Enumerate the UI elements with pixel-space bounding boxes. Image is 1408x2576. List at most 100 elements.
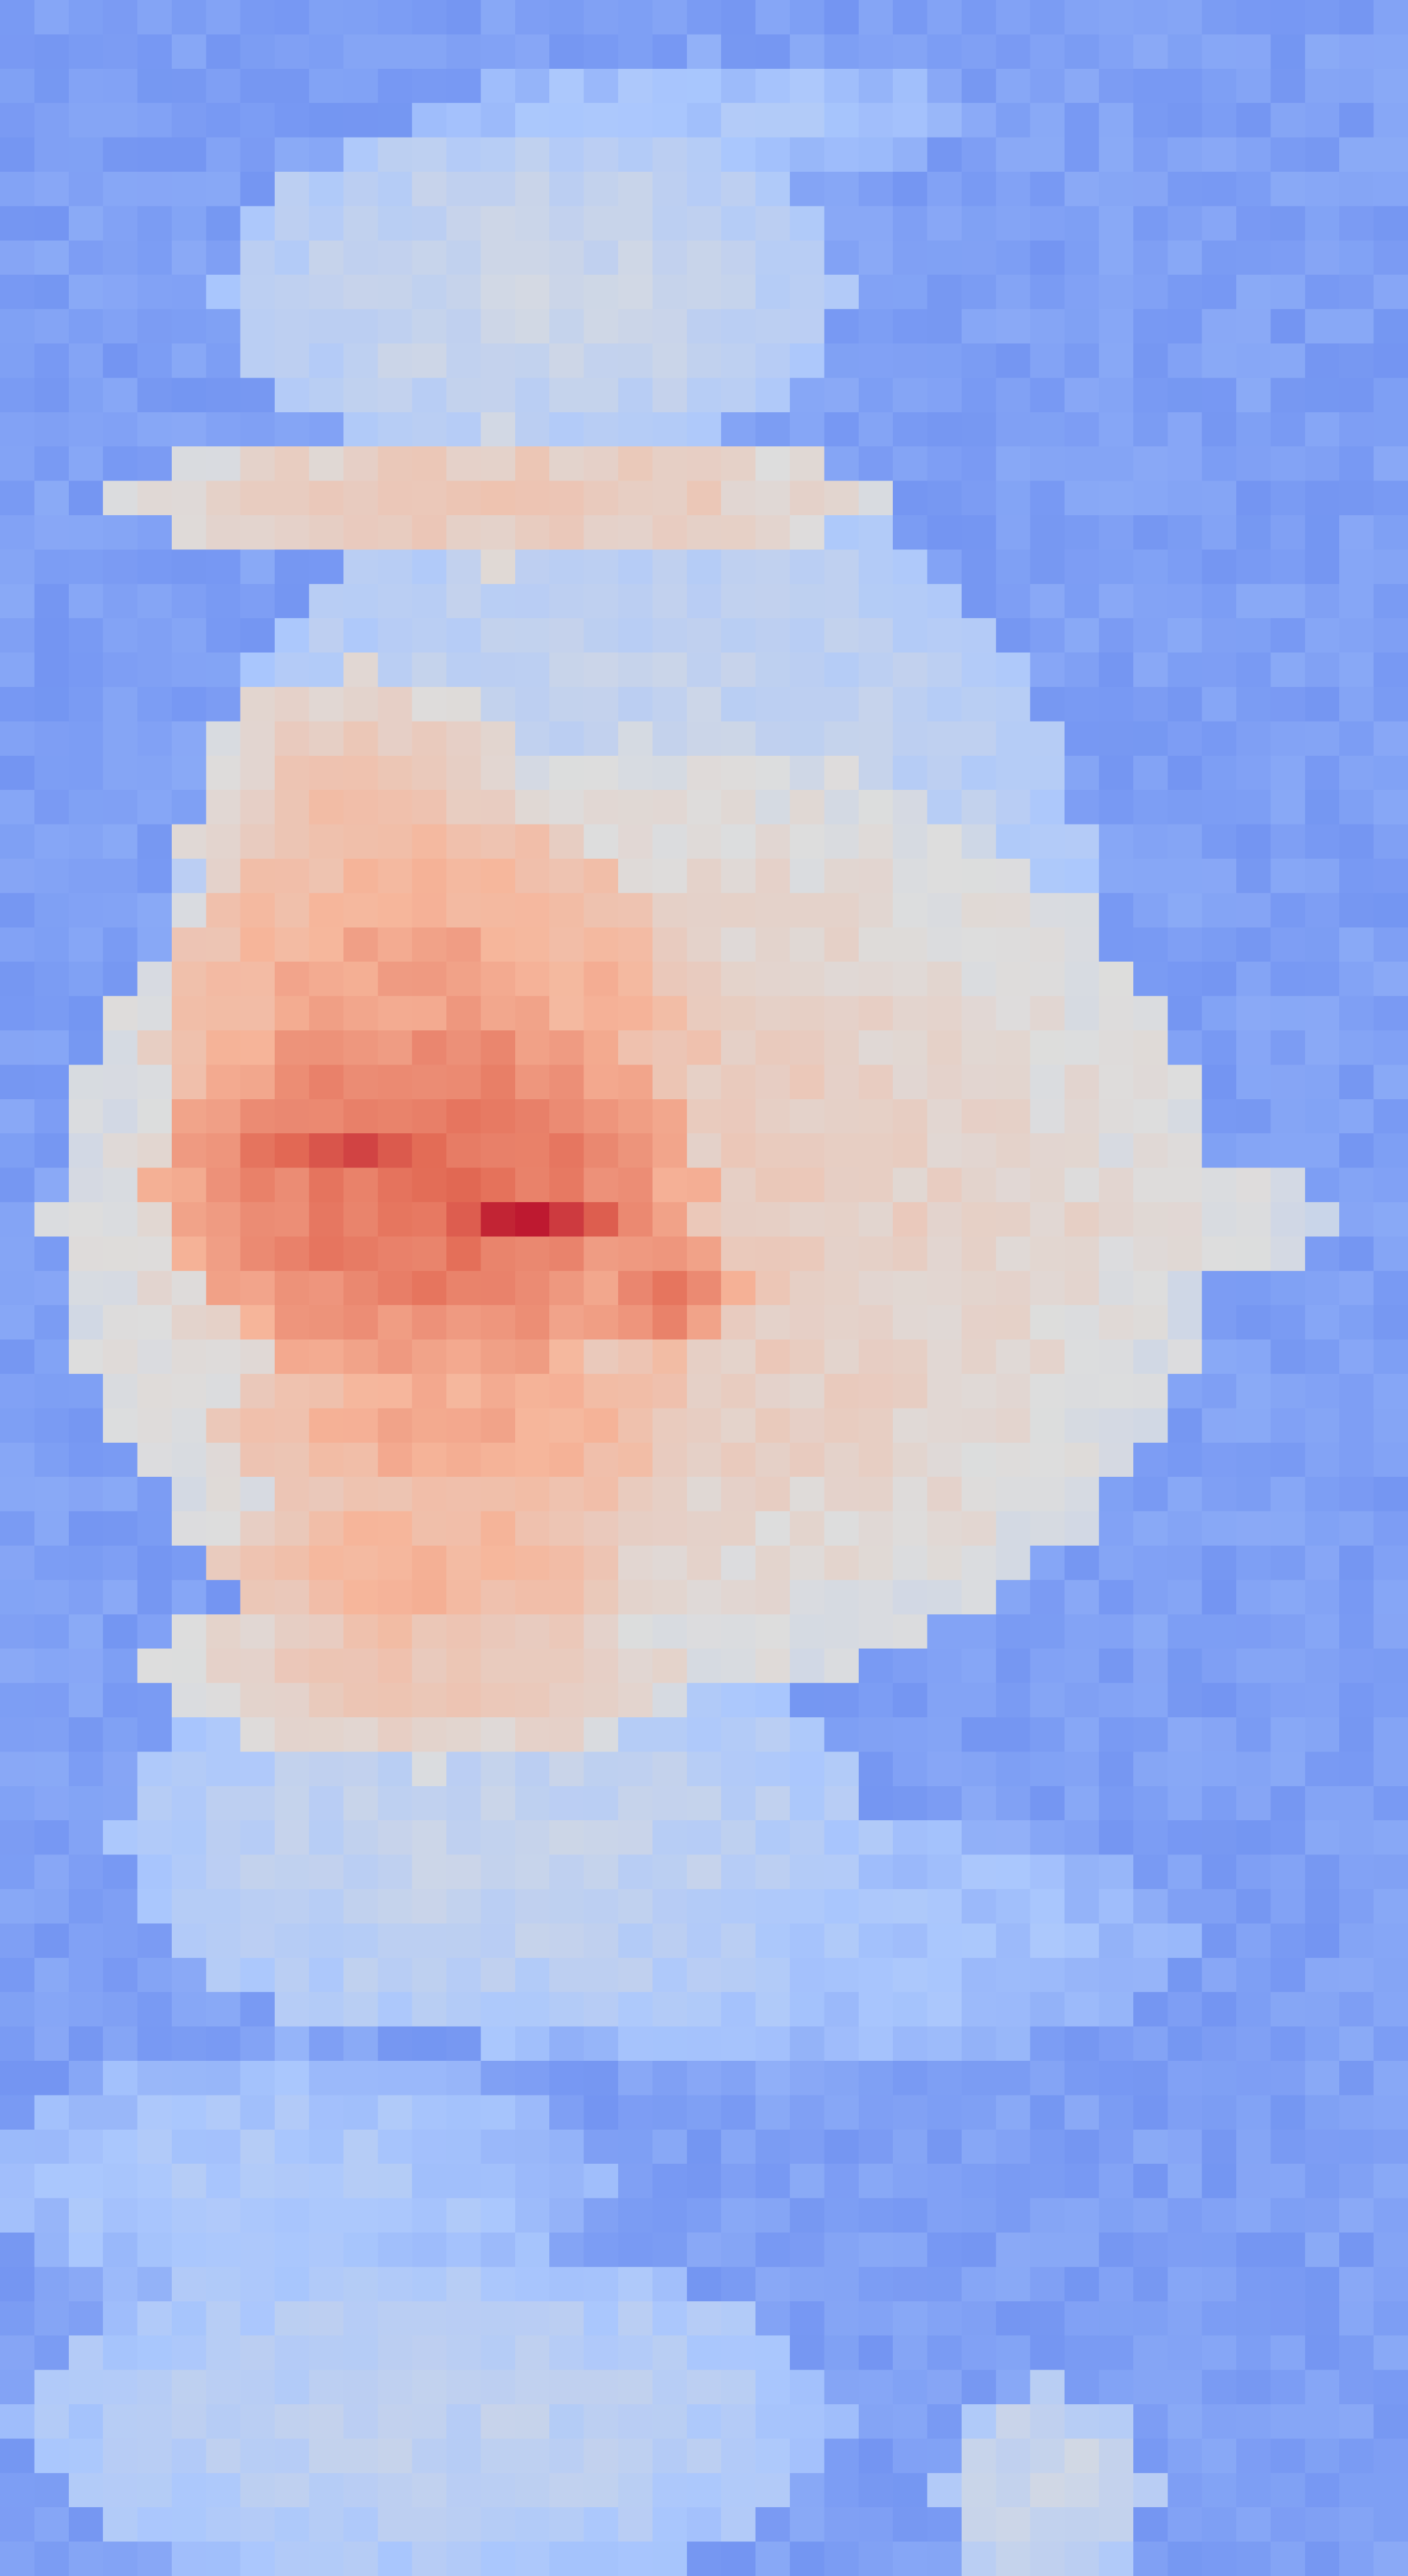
heatmap-cell <box>755 1099 790 1134</box>
heatmap-cell <box>1236 824 1272 859</box>
heatmap-cell <box>652 1546 688 1580</box>
heatmap-cell <box>343 893 378 928</box>
heatmap-cell <box>343 1477 378 1512</box>
heatmap-cell <box>1373 2541 1408 2576</box>
heatmap-cell <box>824 481 859 516</box>
heatmap-cell <box>34 1717 69 1752</box>
heatmap-cell <box>378 1099 413 1134</box>
heatmap-cell <box>1305 206 1340 241</box>
heatmap-cell <box>1339 1854 1374 1890</box>
heatmap-cell <box>275 893 310 928</box>
heatmap-cell <box>1202 1167 1237 1203</box>
heatmap-cell <box>652 2164 688 2199</box>
heatmap-cell <box>686 412 722 447</box>
heatmap-cell <box>171 1374 206 1409</box>
heatmap-cell <box>789 2095 825 2130</box>
heatmap-cell <box>1373 652 1408 688</box>
heatmap-cell <box>1065 68 1100 103</box>
heatmap-cell <box>378 0 413 35</box>
heatmap-cell <box>858 34 893 69</box>
heatmap-cell <box>927 2301 962 2336</box>
heatmap-cell <box>1133 1065 1168 1100</box>
heatmap-cell <box>240 618 275 653</box>
heatmap-cell <box>1270 240 1306 275</box>
heatmap-cell <box>996 755 1031 790</box>
heatmap-cell <box>343 1511 378 1546</box>
heatmap-cell <box>1133 1270 1168 1306</box>
heatmap-cell <box>309 240 344 275</box>
heatmap-cell <box>961 1236 996 1272</box>
heatmap-cell <box>343 1649 378 1684</box>
heatmap-cell <box>103 1751 138 1787</box>
heatmap-cell <box>34 34 69 69</box>
heatmap-cell <box>1030 446 1065 482</box>
heatmap-cell <box>137 2335 172 2371</box>
heatmap-cell <box>1339 1202 1374 1237</box>
heatmap-cell <box>1099 1065 1134 1100</box>
heatmap-cell <box>549 1339 585 1374</box>
heatmap-cell <box>206 103 241 138</box>
heatmap-cell <box>515 1065 550 1100</box>
heatmap-cell <box>652 1408 688 1443</box>
heatmap-cell <box>789 137 825 172</box>
heatmap-cell <box>68 1751 103 1787</box>
heatmap-cell <box>583 2404 619 2439</box>
heatmap-cell <box>1099 1442 1134 1477</box>
heatmap-cell <box>515 1614 550 1649</box>
heatmap-cell <box>1236 1649 1272 1684</box>
heatmap-cell <box>1236 2404 1272 2439</box>
heatmap-cell <box>103 0 138 35</box>
heatmap-cell <box>103 1854 138 1890</box>
heatmap-cell <box>652 2061 688 2095</box>
heatmap-cell <box>755 378 790 413</box>
heatmap-cell <box>68 1820 103 1856</box>
heatmap-cell <box>927 275 962 310</box>
heatmap-cell <box>1030 515 1065 550</box>
heatmap-cell <box>721 962 756 997</box>
heatmap-cell <box>686 2404 722 2439</box>
heatmap-cell <box>1133 1992 1168 2027</box>
heatmap-cell <box>789 2129 825 2164</box>
heatmap-cell <box>309 2335 344 2371</box>
heatmap-cell <box>1030 1270 1065 1306</box>
heatmap-cell <box>446 652 482 688</box>
heatmap-cell <box>549 1442 585 1477</box>
heatmap-cell <box>618 1305 653 1340</box>
heatmap-cell <box>103 755 138 790</box>
heatmap-cell <box>549 2507 585 2542</box>
heatmap-cell <box>378 1167 413 1203</box>
heatmap-cell <box>858 2026 893 2061</box>
heatmap-cell <box>34 893 69 928</box>
heatmap-cell <box>583 859 619 893</box>
heatmap-cell <box>1270 206 1306 241</box>
heatmap-cell <box>1065 2233 1100 2267</box>
heatmap-cell <box>68 583 103 619</box>
heatmap-cell <box>652 2233 688 2267</box>
heatmap-cell <box>343 1717 378 1752</box>
heatmap-cell <box>1236 1408 1272 1443</box>
heatmap-cell <box>858 1717 893 1752</box>
heatmap-cell <box>0 721 35 756</box>
heatmap-cell <box>583 1854 619 1890</box>
heatmap-cell <box>412 2335 447 2371</box>
heatmap-cell <box>378 1923 413 1958</box>
heatmap-cell <box>68 1305 103 1340</box>
heatmap-cell <box>446 1717 482 1752</box>
heatmap-cell <box>137 103 172 138</box>
heatmap-cell <box>378 583 413 619</box>
heatmap-cell <box>652 2473 688 2508</box>
heatmap-cell <box>1270 687 1306 722</box>
heatmap-cell <box>34 652 69 688</box>
heatmap-cell <box>893 755 928 790</box>
heatmap-cell <box>34 1442 69 1477</box>
heatmap-cell <box>1099 34 1134 69</box>
heatmap-cell <box>824 2301 859 2336</box>
heatmap-cell <box>378 1305 413 1340</box>
heatmap-cell <box>755 309 790 344</box>
heatmap-cell <box>893 206 928 241</box>
heatmap-cell <box>206 583 241 619</box>
heatmap-cell <box>1339 481 1374 516</box>
heatmap-cell <box>1202 275 1237 310</box>
heatmap-cell <box>858 343 893 378</box>
heatmap-cell <box>1305 1202 1340 1237</box>
